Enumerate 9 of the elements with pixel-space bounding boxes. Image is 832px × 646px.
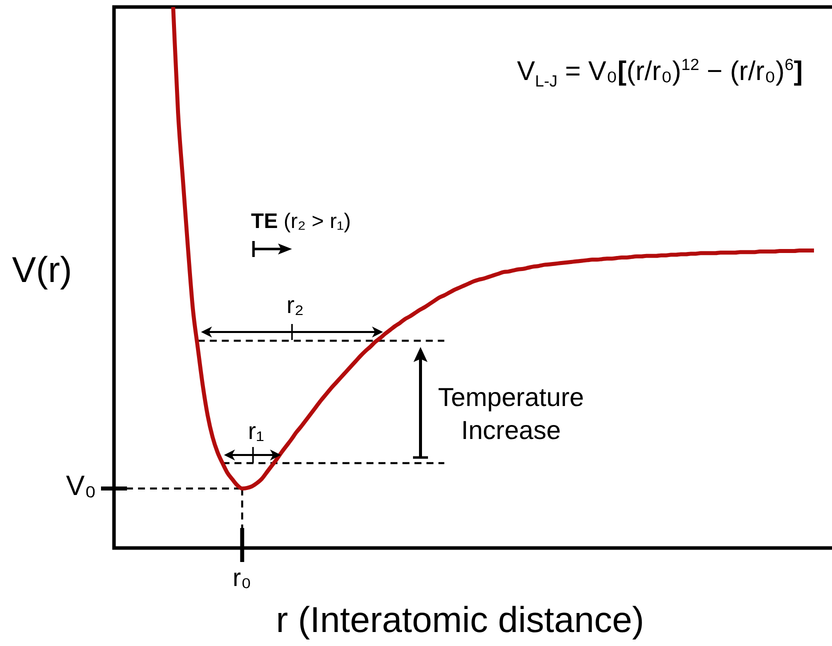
- annotation: r₁: [248, 418, 264, 445]
- y-axis-title: V(r): [12, 249, 72, 290]
- text: r₀: [232, 564, 252, 592]
- text: V$_{L-J}$ = V₀[(r/r₀)$^{12}$ − (r/r₀)$^{6}$]: [517, 56, 803, 90]
- annotation: TE (r₂ > r₁): [251, 210, 351, 233]
- annotation: Temperature Increase: [437, 381, 585, 448]
- ref-line-label: V₀: [66, 470, 96, 502]
- annotation: r₂: [286, 292, 304, 319]
- x-axis-title: r (Interatomic distance): [276, 599, 644, 640]
